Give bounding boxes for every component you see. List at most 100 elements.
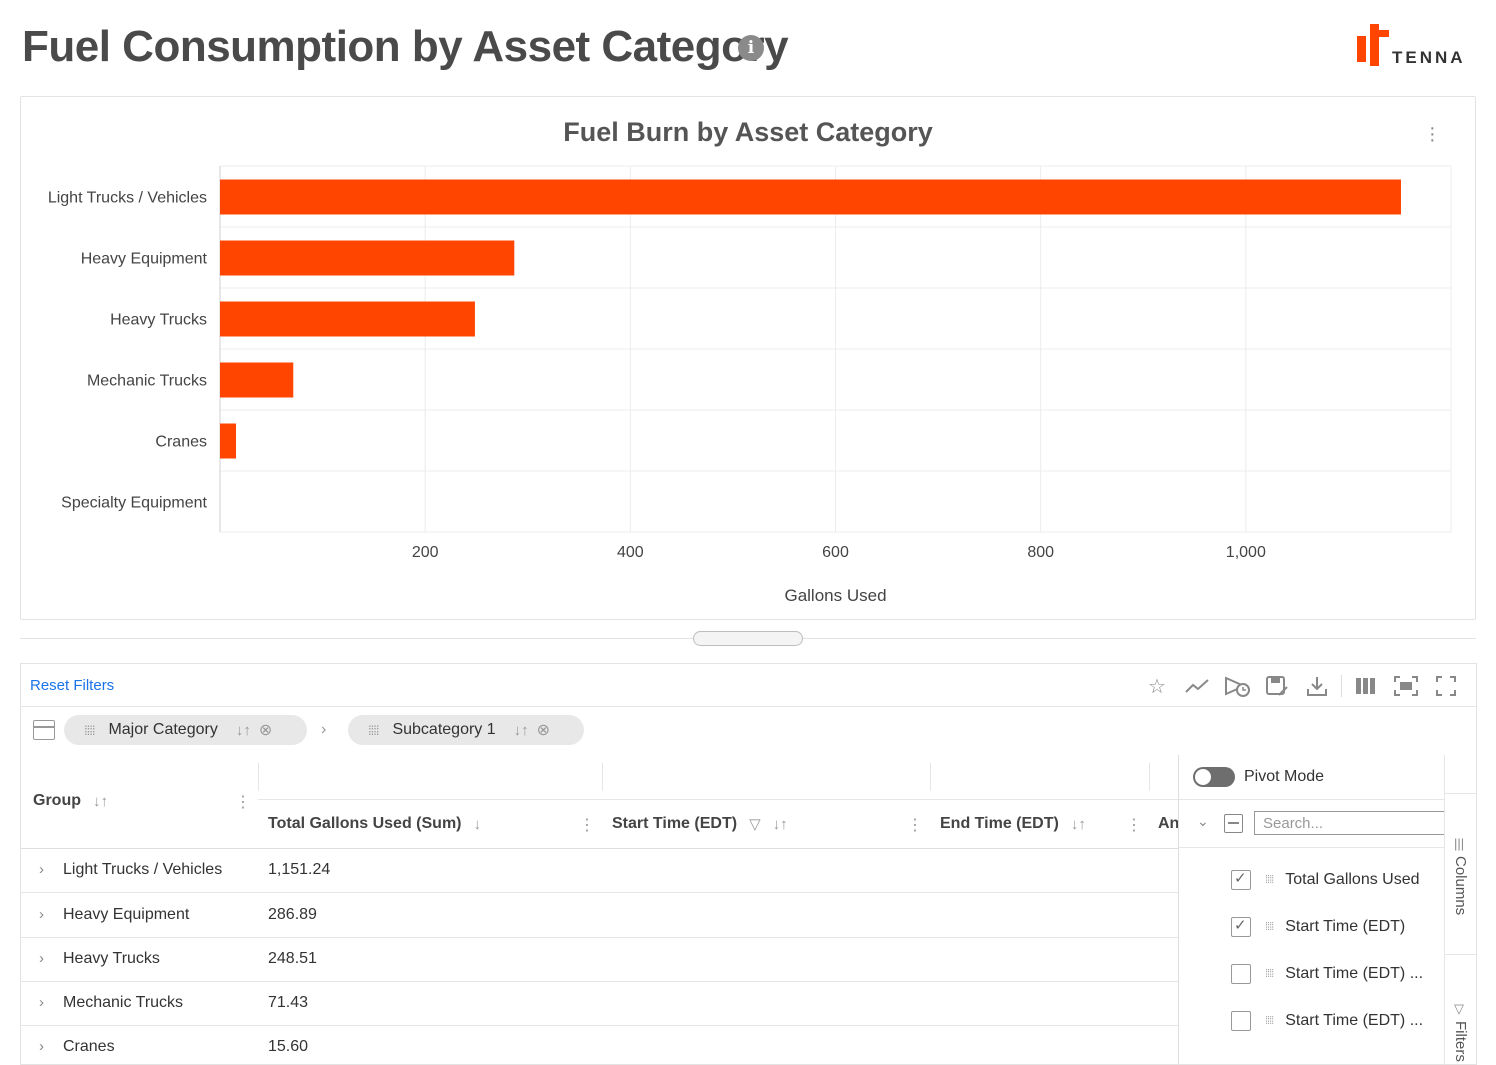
tab-columns[interactable]: ||| Columns bbox=[1445, 793, 1476, 955]
group-chip-label: Subcategory 1 bbox=[392, 721, 496, 738]
tab-columns-label: Columns bbox=[1452, 856, 1469, 916]
star-icon[interactable]: ☆ bbox=[1148, 675, 1166, 698]
row-group-cell: Mechanic Trucks bbox=[63, 994, 184, 1011]
page-title: Fuel Consumption by Asset Category bbox=[22, 22, 789, 71]
remove-chip-icon[interactable]: ⊗ bbox=[258, 722, 273, 739]
filter-icon[interactable]: ▽ bbox=[749, 816, 761, 833]
header-separator bbox=[1149, 763, 1150, 791]
row-total-cell: 248.51 bbox=[268, 950, 317, 967]
header-partial-column[interactable]: An bbox=[1158, 815, 1178, 833]
columns-icon[interactable] bbox=[1346, 672, 1386, 700]
column-checkbox[interactable] bbox=[1231, 916, 1251, 937]
header-separator bbox=[258, 763, 259, 791]
column-list-item[interactable]: ⁞⁞⁞⁞ Start Time (EDT) bbox=[1231, 915, 1405, 939]
sort-icon[interactable]: ↓↑ bbox=[772, 815, 788, 833]
column-list-item[interactable]: ⁞⁞⁞⁞ Start Time (EDT) ... bbox=[1231, 962, 1423, 986]
bar-chart: 200 400 600 800 1,000 Light Trucks / Vehicles… bbox=[48, 165, 1452, 605]
resize-handle[interactable] bbox=[693, 631, 803, 646]
fullscreen-icon[interactable] bbox=[1426, 672, 1466, 700]
group-chip-label: Major Category bbox=[108, 721, 218, 738]
group-chip-major-category[interactable]: ⁞⁞⁞⁞ Major Category ↓↑ ⊗ bbox=[64, 715, 307, 745]
table-row[interactable]: › Light Trucks / Vehicles 1,151.24 bbox=[21, 848, 1178, 893]
sort-desc-icon[interactable]: ↓ bbox=[473, 815, 482, 833]
drag-grip-icon[interactable]: ⁞⁞⁞⁞ bbox=[1265, 874, 1274, 886]
select-all-checkbox[interactable] bbox=[1224, 814, 1243, 833]
header-separator bbox=[930, 763, 931, 791]
drag-grip-icon[interactable]: ⁞⁞⁞⁞ bbox=[1265, 1015, 1274, 1027]
category-label: Heavy Trucks bbox=[110, 312, 207, 329]
remove-chip-icon[interactable]: ⊗ bbox=[536, 722, 551, 739]
table-row[interactable]: › Heavy Trucks 248.51 bbox=[21, 937, 1178, 982]
x-tick-label: 600 bbox=[822, 544, 849, 561]
tab-filters[interactable]: ▽ Filters bbox=[1445, 985, 1476, 1064]
expand-chevron-icon[interactable]: › bbox=[39, 861, 44, 878]
toolbar-separator bbox=[1341, 675, 1342, 697]
column-checkbox[interactable] bbox=[1231, 964, 1251, 984]
info-icon[interactable]: i bbox=[738, 35, 764, 61]
row-group-panel-icon bbox=[33, 720, 55, 740]
header-group-label: Group bbox=[33, 792, 81, 809]
header-separator bbox=[602, 763, 603, 791]
x-tick-label: 1,000 bbox=[1226, 544, 1266, 561]
reset-filters-link[interactable]: Reset Filters bbox=[30, 677, 115, 694]
column-checkbox[interactable] bbox=[1231, 1011, 1251, 1031]
expand-chevron-icon[interactable]: › bbox=[39, 950, 44, 967]
expand-chevron-icon[interactable]: › bbox=[39, 994, 44, 1011]
header-total-gallons[interactable]: Total Gallons Used (Sum) ↓ bbox=[268, 815, 481, 833]
category-label: Light Trucks / Vehicles bbox=[48, 190, 207, 207]
pivot-mode-toggle[interactable] bbox=[1193, 767, 1235, 787]
bar bbox=[220, 301, 475, 337]
column-list-item[interactable]: ⁞⁞⁞⁞ Total Gallons Used bbox=[1231, 868, 1420, 892]
drag-grip-icon[interactable]: ⁞⁞⁞⁞ bbox=[1265, 968, 1274, 980]
column-menu-icon[interactable]: ⋮ bbox=[579, 817, 595, 834]
column-menu-icon[interactable]: ⋮ bbox=[907, 817, 923, 834]
row-total-cell: 15.60 bbox=[268, 1038, 309, 1055]
header-group-divider bbox=[258, 799, 1178, 800]
column-checkbox[interactable] bbox=[1231, 869, 1251, 890]
column-item-label: Start Time (EDT) ... bbox=[1285, 965, 1424, 982]
save-icon[interactable] bbox=[1257, 672, 1297, 700]
x-axis-label: Gallons Used bbox=[784, 586, 886, 605]
column-list-item[interactable]: ⁞⁞⁞⁞ Start Time (EDT) ... bbox=[1231, 1009, 1423, 1033]
column-item-label: Total Gallons Used bbox=[1285, 871, 1420, 888]
header-end-label: End Time (EDT) bbox=[940, 815, 1059, 832]
column-item-label: Start Time (EDT) bbox=[1285, 918, 1406, 935]
chevron-down-icon[interactable]: ⌄ bbox=[1197, 813, 1209, 829]
row-total-cell: 71.43 bbox=[268, 994, 309, 1011]
drag-grip-icon[interactable]: ⁞⁞⁞⁞ bbox=[1265, 921, 1274, 933]
row-group-bar: ⁞⁞⁞⁞ Major Category ↓↑ ⊗ › ⁞⁞⁞⁞ Subcateg… bbox=[21, 707, 1476, 755]
grid-header: Group ↓↑ ⋮ Total Gallons Used (Sum) ↓ ⋮ … bbox=[21, 755, 1178, 849]
sort-icon[interactable]: ↓↑ bbox=[93, 792, 108, 810]
header-total-label: Total Gallons Used (Sum) bbox=[268, 815, 462, 832]
chart-menu-icon[interactable]: · · · bbox=[1429, 117, 1436, 151]
bar bbox=[220, 179, 1401, 215]
drag-grip-icon[interactable]: ⁞⁞⁞⁞ bbox=[368, 722, 379, 738]
table-row[interactable]: › Mechanic Trucks 71.43 bbox=[21, 981, 1178, 1026]
table-row[interactable]: › Heavy Equipment 286.89 bbox=[21, 893, 1178, 938]
columns-tool-panel: Pivot Mode ⌄ ⁞⁞⁞⁞ Total Gallons Used ⁞⁞⁞… bbox=[1178, 755, 1447, 1064]
columns-search-input[interactable] bbox=[1254, 811, 1447, 835]
trend-icon[interactable] bbox=[1177, 672, 1217, 700]
category-label: Cranes bbox=[155, 434, 207, 451]
toolbar-divider bbox=[21, 706, 1476, 707]
download-icon[interactable] bbox=[1297, 672, 1337, 700]
x-tick-label: 200 bbox=[412, 544, 439, 561]
x-tick-label: 800 bbox=[1027, 544, 1054, 561]
expand-chevron-icon[interactable]: › bbox=[39, 906, 44, 923]
group-chip-subcategory-1[interactable]: ⁞⁞⁞⁞ Subcategory 1 ↓↑ ⊗ bbox=[348, 715, 584, 745]
table-row[interactable]: › Cranes 15.60 bbox=[21, 1025, 1178, 1064]
header-start-time[interactable]: Start Time (EDT) ▽ ↓↑ bbox=[612, 815, 788, 833]
column-menu-icon[interactable]: ⋮ bbox=[1126, 817, 1142, 834]
panel-divider bbox=[1179, 847, 1445, 848]
sort-icon[interactable]: ↓↑ bbox=[513, 721, 529, 739]
schedule-icon[interactable] bbox=[1217, 672, 1257, 700]
column-menu-icon[interactable]: ⋮ bbox=[235, 794, 251, 811]
fit-icon[interactable] bbox=[1386, 672, 1426, 700]
drag-grip-icon[interactable]: ⁞⁞⁞⁞ bbox=[84, 722, 95, 738]
sort-icon[interactable]: ↓↑ bbox=[235, 721, 251, 739]
tenna-logo: TENNA bbox=[1355, 22, 1475, 70]
sort-icon[interactable]: ↓↑ bbox=[1070, 815, 1086, 833]
header-group[interactable]: Group ↓↑ bbox=[33, 792, 108, 810]
expand-chevron-icon[interactable]: › bbox=[39, 1038, 44, 1055]
header-end-time[interactable]: End Time (EDT) ↓↑ bbox=[940, 815, 1086, 833]
